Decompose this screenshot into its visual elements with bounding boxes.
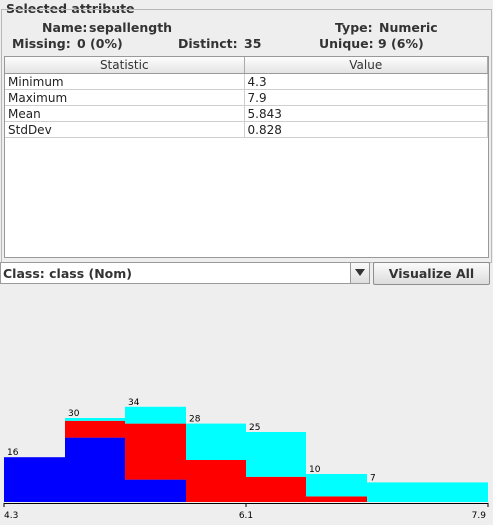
statistic-cell: StdDev bbox=[5, 121, 245, 138]
value-cell: 5.843 bbox=[244, 105, 488, 122]
x-tick-label: 4.3 bbox=[4, 511, 18, 521]
histogram-bar-segment bbox=[65, 418, 125, 421]
value-cell: 0.828 bbox=[244, 121, 488, 138]
attribute-missing: 0 (0%) bbox=[77, 36, 123, 51]
attribute-type: Numeric bbox=[379, 20, 438, 35]
dropdown-arrow-button[interactable] bbox=[350, 263, 369, 283]
attribute-distinct: 35 bbox=[244, 36, 262, 51]
histogram-bar-segment bbox=[367, 482, 428, 502]
column-header-statistic[interactable]: Statistic bbox=[5, 57, 245, 74]
type-label: Type: bbox=[335, 20, 373, 35]
x-tick-label: 7.9 bbox=[472, 511, 487, 521]
panel-title: Selected attribute bbox=[6, 1, 135, 16]
class-selector-dropdown[interactable]: Class: class (Nom) bbox=[0, 262, 370, 284]
histogram-bar-segment bbox=[125, 406, 186, 424]
column-header-value[interactable]: Value bbox=[244, 57, 488, 74]
histogram-bar-segment bbox=[246, 432, 306, 477]
attribute-unique: 9 (6%) bbox=[378, 36, 424, 51]
missing-label: Missing: bbox=[12, 36, 71, 51]
histogram-bar-segment bbox=[65, 437, 125, 502]
value-cell: 7.9 bbox=[244, 89, 488, 106]
bar-count-label: 30 bbox=[68, 409, 80, 419]
x-tick-label: 6.1 bbox=[239, 511, 253, 521]
histogram-bar-segment bbox=[428, 482, 488, 502]
histogram-bar-segment bbox=[4, 457, 65, 502]
attribute-name: sepallength bbox=[89, 20, 173, 35]
histogram-chart: 16 30 34 28 25 10 7 4.3 6.1 7.9 bbox=[3, 398, 489, 521]
histogram-bar-segment bbox=[65, 420, 125, 438]
table-row[interactable]: StdDev 0.828 bbox=[5, 121, 488, 138]
bar-count-label: 10 bbox=[309, 465, 321, 475]
table-header-row: Statistic Value bbox=[5, 57, 488, 74]
bar-count-label: 34 bbox=[128, 398, 140, 408]
bar-count-label: 25 bbox=[249, 423, 260, 433]
table-row[interactable]: Maximum 7.9 bbox=[5, 89, 488, 106]
unique-label: Unique: bbox=[319, 36, 374, 51]
name-label: Name: bbox=[42, 20, 88, 35]
histogram-bar-segment bbox=[125, 423, 186, 480]
histogram-bar-segment bbox=[306, 496, 367, 502]
class-selector-value: Class: class (Nom) bbox=[3, 266, 132, 281]
statistic-cell: Minimum bbox=[5, 73, 245, 90]
bar-count-label: 28 bbox=[189, 415, 201, 425]
visualize-all-button[interactable]: Visualize All bbox=[373, 262, 490, 285]
table-row[interactable]: Minimum 4.3 bbox=[5, 73, 488, 90]
chevron-down-icon bbox=[355, 269, 365, 276]
statistic-cell: Mean bbox=[5, 105, 245, 122]
statistic-cell: Maximum bbox=[5, 89, 245, 106]
bar-count-label: 7 bbox=[370, 473, 376, 483]
value-cell: 4.3 bbox=[244, 73, 488, 90]
bar-count-label: 16 bbox=[7, 448, 19, 458]
histogram-bar-segment bbox=[186, 423, 246, 460]
distinct-label: Distinct: bbox=[178, 36, 238, 51]
table-row[interactable]: Mean 5.843 bbox=[5, 105, 488, 122]
histogram-bar-segment bbox=[186, 460, 246, 502]
statistics-table[interactable]: Statistic Value Minimum 4.3 Maximum 7.9 … bbox=[4, 56, 489, 258]
histogram-bar-segment bbox=[306, 474, 367, 497]
histogram-bar-segment bbox=[246, 476, 306, 502]
histogram-bar-segment bbox=[125, 479, 186, 502]
